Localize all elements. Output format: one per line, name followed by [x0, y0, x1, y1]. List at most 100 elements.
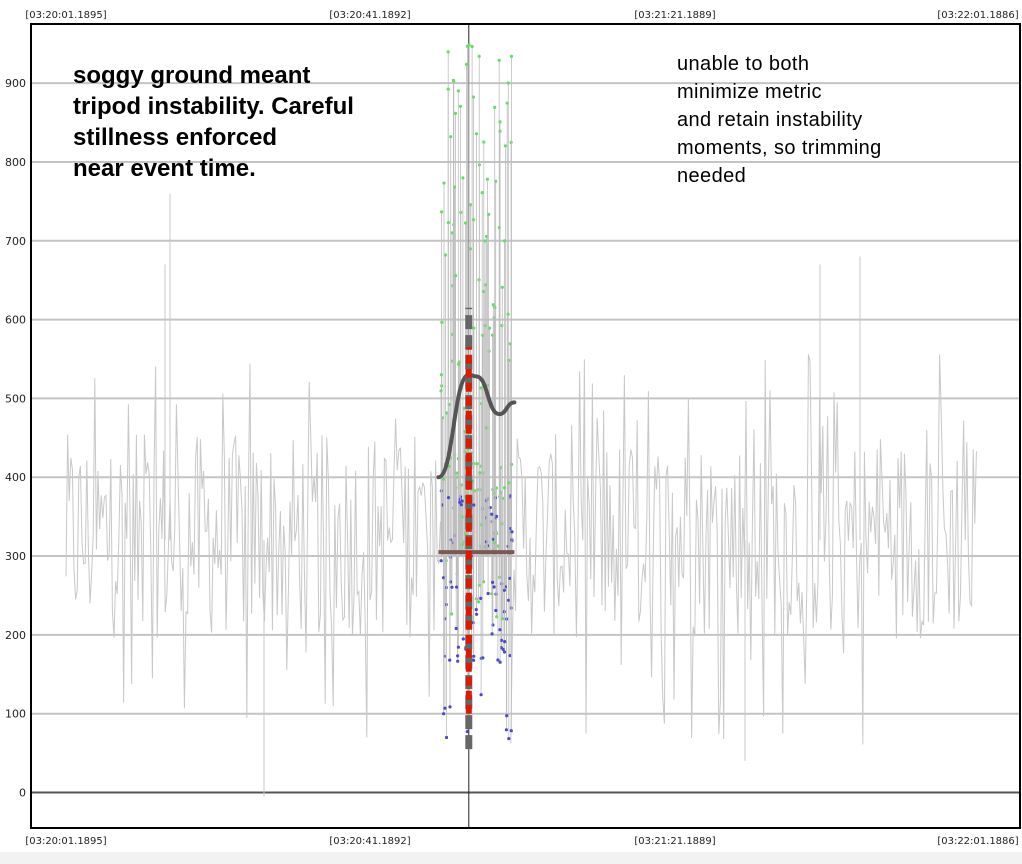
green-marker-190 [454, 274, 458, 278]
green-marker-194 [463, 429, 467, 434]
blue-marker-150 [490, 632, 494, 636]
blue-marker-108 [508, 654, 512, 658]
green-marker-102 [461, 176, 465, 180]
green-marker-247 [479, 386, 483, 390]
green-marker-134 [506, 81, 510, 85]
green-marker-228 [467, 43, 471, 47]
blue-marker-223 [490, 512, 494, 516]
blue-marker-58 [456, 654, 460, 658]
plot-frame [30, 23, 1021, 829]
blue-marker-251 [465, 730, 469, 734]
green-marker-230 [451, 78, 455, 82]
blue-marker-175 [458, 500, 462, 504]
blue-marker-242 [459, 503, 463, 507]
y-tick-label-0: 0 [19, 787, 26, 800]
blue-marker-195 [444, 735, 449, 740]
green-marker-113 [470, 44, 474, 49]
blue-marker-207 [448, 658, 452, 662]
green-marker-26 [450, 612, 454, 616]
green-marker-19 [468, 203, 473, 207]
blue-marker-144 [448, 705, 452, 709]
green-marker-182 [477, 600, 481, 604]
y-tick-label-800: 800 [5, 156, 26, 169]
blue-marker-148 [479, 693, 483, 697]
green-marker-170 [449, 135, 453, 139]
blue-marker-98 [461, 637, 465, 641]
green-marker-136 [457, 362, 461, 366]
blue-marker-97 [450, 585, 454, 589]
green-marker-192 [441, 477, 445, 481]
green-marker-233 [483, 239, 487, 243]
green-marker-74 [446, 50, 450, 54]
blue-marker-92 [455, 585, 459, 589]
blue-marker-146 [441, 576, 446, 580]
blue-marker-53 [502, 650, 507, 654]
blue-marker-5 [507, 737, 511, 741]
y-tick-label-500: 500 [5, 392, 26, 405]
green-marker-141 [463, 221, 468, 225]
blue-marker-15 [456, 659, 460, 663]
blue-marker-221 [481, 656, 485, 660]
blue-marker-103 [442, 712, 446, 716]
blue-marker-215 [472, 654, 476, 658]
green-marker-85 [456, 89, 460, 93]
y-tick-label-400: 400 [5, 471, 26, 484]
green-marker-165 [497, 226, 501, 230]
blue-marker-120 [508, 576, 512, 581]
green-marker-138 [497, 58, 501, 62]
green-marker-157 [440, 320, 444, 324]
x-axis-top: [03:20:01.1895] [03:20:41.1892] [03:21:2… [25, 10, 1018, 21]
green-marker-256 [485, 177, 489, 181]
green-marker-243 [439, 389, 443, 393]
blue-marker-135 [508, 494, 512, 498]
blue-marker-246 [443, 706, 447, 710]
blue-marker-252 [472, 503, 476, 507]
trend-curve [436, 372, 517, 480]
green-marker-76 [482, 140, 486, 144]
green-marker-62 [440, 210, 444, 214]
x-tick-bottom-0: [03:20:01.1895] [25, 836, 106, 847]
green-marker-3 [503, 144, 507, 148]
blue-marker-254 [446, 496, 451, 500]
blue-marker-205 [498, 628, 502, 632]
blue-marker-105 [472, 658, 476, 662]
green-marker-210 [455, 471, 459, 475]
green-marker-167 [480, 191, 484, 195]
footer-band [0, 852, 1022, 864]
y-axis-ticks: 0 100 200 300 400 500 600 700 800 900 [5, 77, 26, 799]
green-marker-198 [450, 231, 454, 235]
green-marker-184 [474, 132, 479, 136]
x-tick-top-2: [03:21:21.1889] [634, 10, 715, 21]
blue-marker-70 [506, 598, 511, 602]
blue-marker-206 [479, 596, 483, 601]
green-marker-114 [472, 326, 476, 330]
annotation-left: soggy ground meant tripod instability. C… [73, 62, 354, 182]
green-marker-94 [453, 111, 457, 115]
blue-marker-193 [499, 638, 503, 643]
blue-marker-137 [475, 612, 479, 616]
green-marker-249 [464, 532, 468, 536]
y-tick-label-900: 900 [5, 77, 26, 90]
blue-marker-153 [491, 580, 495, 585]
blue-marker-258 [496, 658, 500, 662]
green-marker-240 [477, 54, 481, 59]
green-marker-187 [509, 54, 514, 59]
green-marker-244 [507, 481, 511, 485]
green-marker-212 [482, 290, 486, 294]
background-trace-segment-0 [65, 363, 443, 738]
green-marker-229 [439, 373, 443, 377]
x-tick-top-1: [03:20:41.1892] [329, 10, 410, 21]
blue-marker-199 [503, 640, 507, 644]
y-tick-label-300: 300 [5, 550, 26, 563]
green-marker-174 [458, 104, 463, 108]
x-axis-bottom: [03:20:01.1895] [03:20:41.1892] [03:21:2… [25, 836, 1018, 847]
x-tick-bottom-2: [03:21:21.1889] [634, 836, 715, 847]
green-marker-183 [491, 303, 495, 307]
green-marker-75 [471, 218, 476, 222]
blue-marker-235 [510, 530, 514, 534]
green-marker-255 [478, 471, 482, 475]
background-trace-segment-1 [510, 354, 977, 745]
green-marker-234 [500, 285, 504, 289]
x-tick-bottom-1: [03:20:41.1892] [329, 836, 410, 847]
